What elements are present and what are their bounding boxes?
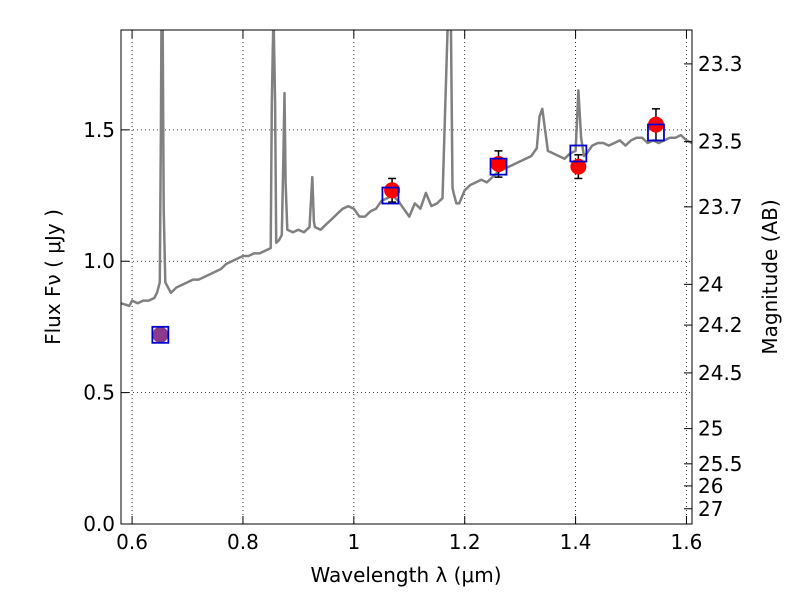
observed-point <box>570 158 587 175</box>
axis-ticks: 0.6 0.8 1 1.2 1.4 1.6 0.0 0.5 1.0 1.5 23.3 23.5 23.7… <box>83 30 743 554</box>
plot-area <box>121 30 692 344</box>
observed-point <box>152 326 169 343</box>
model-point <box>569 144 588 163</box>
y2-tick-label: 25 <box>698 417 723 441</box>
y2-axis-label: Magnitude (AB) <box>758 199 782 354</box>
y-tick-label: 1.5 <box>83 118 115 142</box>
x-tick-label: 1 <box>347 530 360 554</box>
y2-tick-label: 26 <box>698 474 723 498</box>
x-tick-label: 0.8 <box>227 530 259 554</box>
observed-point <box>490 156 507 173</box>
y2-tick-label: 23.3 <box>698 52 743 76</box>
y-tick-label: 0.5 <box>83 381 115 405</box>
y2-tick-label: 24.2 <box>698 313 743 337</box>
spectrum-line <box>121 30 692 308</box>
x-tick-label: 1.2 <box>449 530 481 554</box>
y2-tick-label: 25.5 <box>698 452 743 476</box>
x-axis-label: Wavelength λ (μm) <box>310 563 501 587</box>
y-tick-label: 0.0 <box>83 512 115 536</box>
y2-tick-label: 23.5 <box>698 130 743 154</box>
model-point <box>151 325 170 344</box>
x-tick-label: 1.6 <box>671 530 703 554</box>
y-axis-label-text: Flux Fν ( μJy ) <box>41 209 65 345</box>
y2-tick-label: 24 <box>698 272 723 296</box>
model-point <box>489 157 508 176</box>
model-point <box>381 186 400 205</box>
y2-tick-label: 27 <box>698 497 723 521</box>
observed-point <box>384 182 401 199</box>
x-tick-label: 1.4 <box>560 530 592 554</box>
axes-frame <box>120 29 693 525</box>
y-axis-label: Flux Fν ( μJy ) <box>41 209 65 345</box>
y2-tick-label: 23.7 <box>698 195 743 219</box>
model-point <box>647 123 665 142</box>
y-tick-label: 1.0 <box>83 249 115 273</box>
x-tick-label: 0.6 <box>116 530 148 554</box>
y2-tick-label: 24.5 <box>698 361 743 385</box>
x-axis-label-text: Wavelength λ (μm) <box>310 563 501 587</box>
